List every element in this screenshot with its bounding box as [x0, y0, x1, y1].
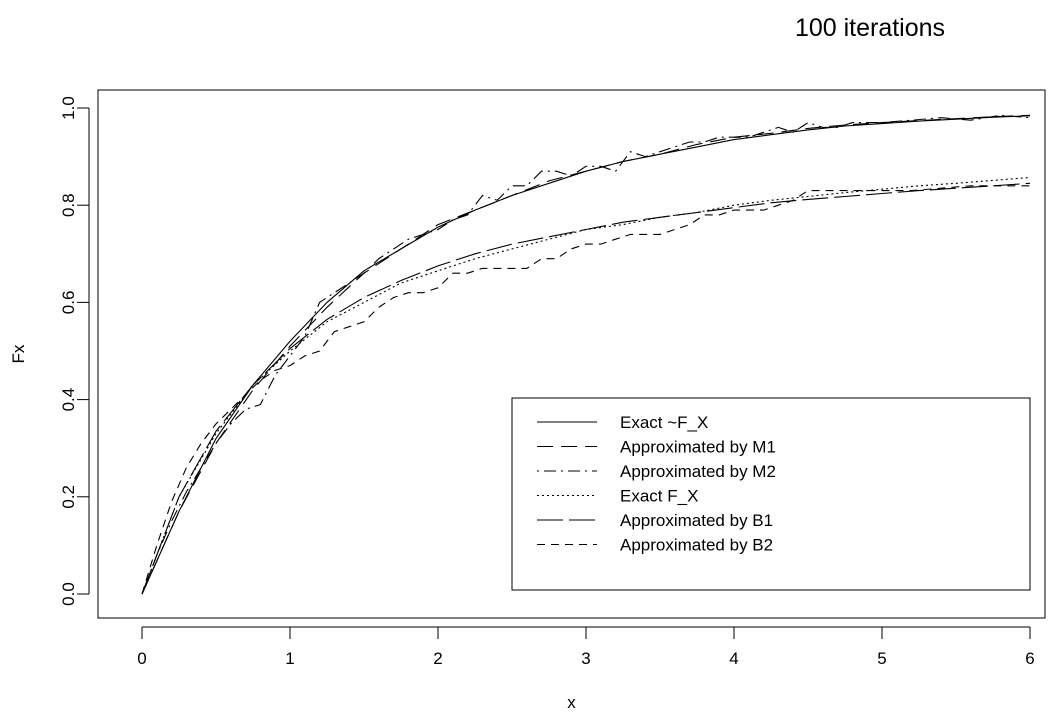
series-line-1 [141, 115, 1031, 595]
series-line-5 [141, 182, 1031, 595]
chart-legend: Exact ~F_X Approximated by M1 Approximated… [511, 397, 1031, 591]
legend-box [511, 397, 1031, 591]
series-line-2 [141, 114, 1031, 595]
y-tick-label: 0.2 [59, 485, 78, 509]
legend-item-label: Exact F_X [620, 487, 698, 506]
chart-axes: 0 1 2 3 4 5 6 0.0 0.2 0.4 0.6 0.8 1.0 x Fx [9, 89, 1046, 712]
y-tick-label: 0.4 [59, 388, 78, 412]
x-tick-label: 1 [285, 649, 294, 668]
y-tick-label: 0.0 [59, 582, 78, 606]
x-tick-label: 5 [877, 649, 886, 668]
x-tick-label: 0 [137, 649, 146, 668]
series-line-3 [141, 114, 1031, 595]
x-tick-label: 4 [729, 649, 738, 668]
y-tick-label: 0.6 [59, 291, 78, 315]
y-tick-label: 1.0 [59, 96, 78, 120]
plot-frame [97, 89, 1046, 619]
legend-item-label: Approximated by B2 [620, 536, 773, 555]
legend-item-label: Approximated by B1 [620, 511, 773, 530]
x-tick-label: 6 [1025, 649, 1034, 668]
y-tick-label: 0.8 [59, 193, 78, 217]
x-tick-label: 2 [433, 649, 442, 668]
x-axis-label: x [567, 693, 576, 712]
y-axis-label: Fx [9, 344, 28, 363]
chart-title: 100 iterations [794, 14, 946, 42]
legend-item-label: Exact ~F_X [620, 413, 708, 432]
legend-item-label: Approximated by M2 [620, 462, 776, 481]
chart-series-group [141, 114, 1031, 595]
legend-item-label: Approximated by M1 [620, 438, 776, 457]
series-line-6 [141, 185, 1030, 595]
x-tick-label: 3 [581, 649, 590, 668]
